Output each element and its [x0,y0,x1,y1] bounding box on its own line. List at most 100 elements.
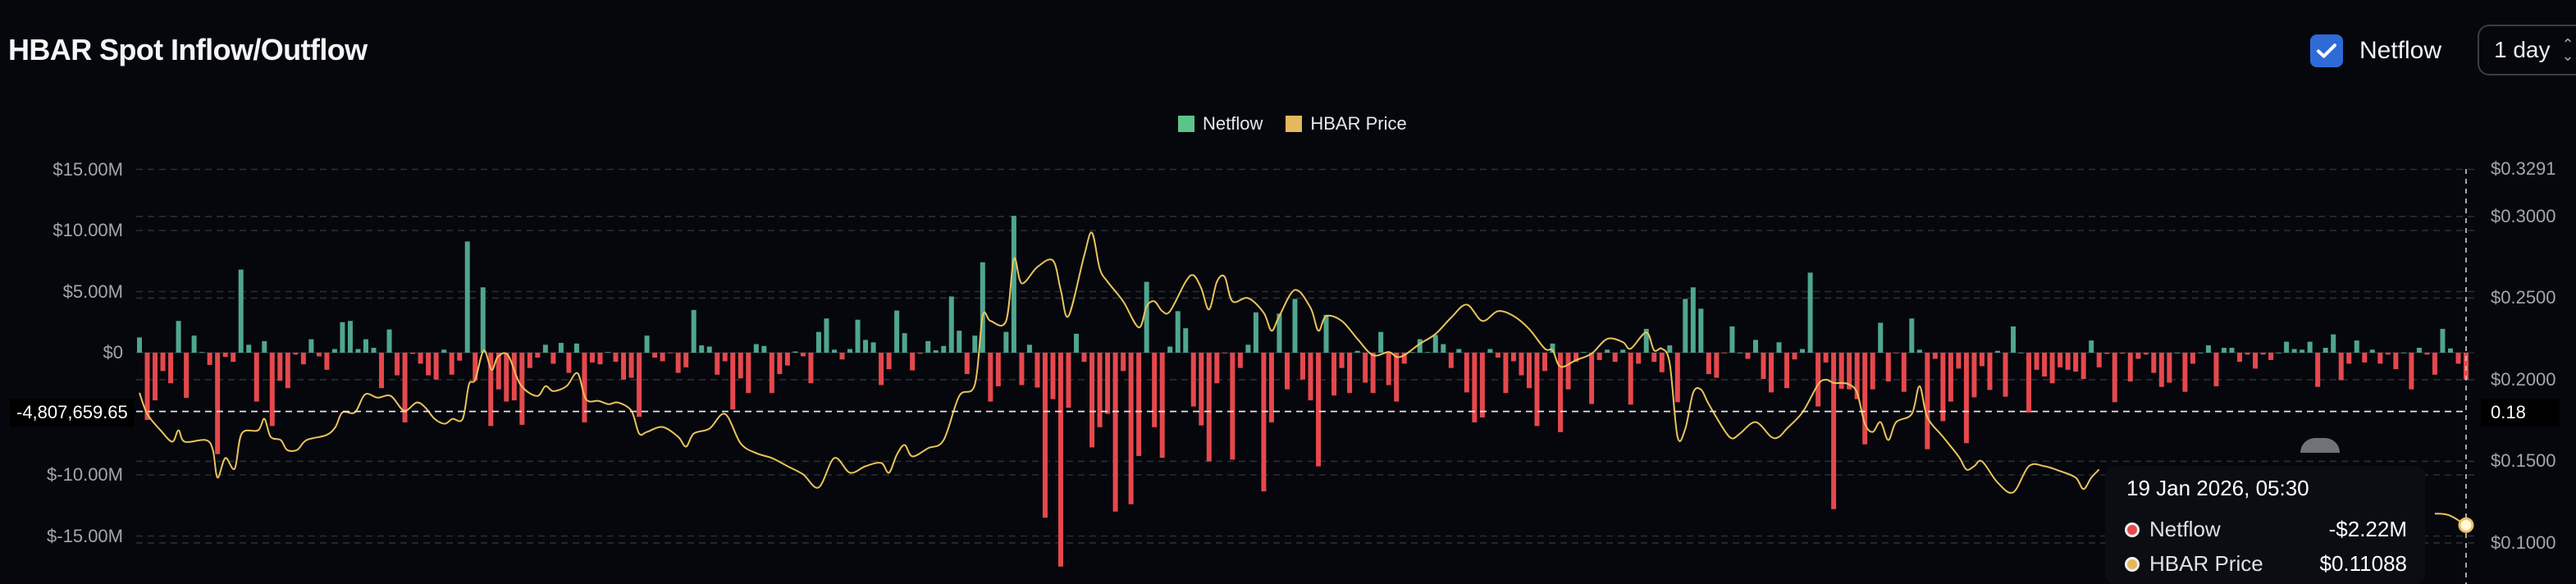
inflow-bar [2440,328,2446,353]
inflow-bar [1277,313,1282,353]
inflow-bar [2284,341,2290,353]
outflow-bar [808,353,814,384]
chevron-up-down-icon: ⌃ ⌄ [2561,36,2574,64]
outflow-bar [1792,353,1797,360]
netflow-bars [137,216,2469,567]
inflow-bar [894,310,900,353]
inflow-bar [2174,353,2180,354]
inflow-bar [2331,334,2336,353]
outflow-bar [964,353,970,375]
inflow-bar [2369,349,2375,353]
inflow-bar [542,344,548,353]
chart-legend: Netflow HBAR Price [1178,113,1407,135]
outflow-bar [2409,353,2414,390]
outflow-bar [168,353,174,384]
outflow-bar [637,353,642,417]
inflow-bar [464,241,470,353]
inflow-bar [1690,287,1696,353]
inflow-bar [1737,353,1742,354]
inflow-bar [824,318,829,353]
inflow-bar [363,339,368,353]
inflow-bar [1550,343,1555,353]
outflow-bar [777,353,783,375]
inflow-bar [1456,349,1462,353]
outflow-bar [1152,353,1158,427]
outflow-bar [2096,353,2102,367]
outflow-bar [1893,353,1899,354]
outflow-bar [1316,353,1322,467]
outflow-bar [2058,353,2063,367]
outflow-bar [730,353,736,410]
outflow-bar [1838,353,1844,389]
outflow-bar [1971,353,1977,398]
outflow-bar [1854,353,1860,399]
outflow-bar [879,353,884,386]
outflow-bar [660,353,665,362]
outflow-bar [2073,353,2079,372]
checkbox-checked-icon[interactable] [2310,34,2343,67]
inflow-bar [371,348,377,353]
outflow-bar [675,353,681,373]
inflow-bar [1378,331,1384,353]
inflow-bar [1292,299,1298,353]
outflow-bar [1495,353,1500,358]
outflow-bar [527,353,532,368]
outflow-bar [652,353,658,358]
outflow-bar [800,353,806,357]
tooltip-price-label: HBAR Price [2149,551,2263,576]
outflow-bar [300,353,306,365]
outflow-bar [2190,353,2195,364]
outflow-bar [1940,353,1946,422]
outflow-bar [1370,353,1376,394]
inflow-bar [2276,353,2281,354]
inflow-bar [1026,344,1032,353]
legend-label-hbar-price: HBAR Price [1310,113,1407,134]
outflow-bar [2026,353,2032,413]
outflow-bar [550,353,556,364]
outflow-bar [418,353,423,364]
inflow-bar [2416,348,2422,353]
outflow-bar [1573,353,1579,363]
inflow-bar [308,339,314,353]
outflow-bar [473,353,478,381]
outflow-bar [2182,353,2188,392]
outflow-bar [2135,353,2141,359]
interval-value: 1 day [2494,37,2551,62]
inflow-bar [1354,350,1360,353]
inflow-bar [2221,348,2227,353]
inflow-bar [691,309,697,353]
outflow-bar [1612,353,1618,363]
inflow-bar [2011,326,2016,353]
outflow-bar [153,353,158,401]
outflow-bar [1987,353,1993,390]
outflow-bar [1948,353,1953,402]
inflow-bar [847,349,853,353]
outflow-bar [1136,353,1142,456]
tooltip: 19 Jan 2026, 05:30 Netflow -$2.22M HBAR … [2105,466,2425,584]
inflow-bar [644,335,650,353]
outflow-bar [433,353,439,380]
hover-point-marker [2458,517,2474,533]
left-axis-tick-label: $10.00M [53,220,123,240]
outflow-bar [1066,353,1071,408]
inflow-bar [1581,352,1587,354]
outflow-bar [1870,353,1875,390]
inflow-bar [2229,348,2235,353]
outflow-bar [2151,353,2157,373]
tooltip-netflow-value: -$2.22M [2328,517,2407,541]
inflow-bar [191,335,197,353]
outflow-bar [1261,353,1267,492]
netflow-toggle[interactable]: Netflow [2310,34,2441,67]
legend-item-netflow[interactable]: Netflow [1178,113,1263,135]
right-axis-tick-label: $0.3291 [2491,158,2556,179]
outflow-bar [1651,353,1657,363]
outflow-bar [722,353,728,362]
interval-select[interactable]: 1 day ⌃ ⌄ [2478,25,2576,75]
outflow-bar [1089,353,1095,448]
inflow-bar [1245,344,1251,353]
legend-item-hbar-price[interactable]: HBAR Price [1286,113,1407,135]
outflow-bar [621,353,627,380]
inflow-bar [262,340,267,353]
inflow-bar [831,349,837,353]
